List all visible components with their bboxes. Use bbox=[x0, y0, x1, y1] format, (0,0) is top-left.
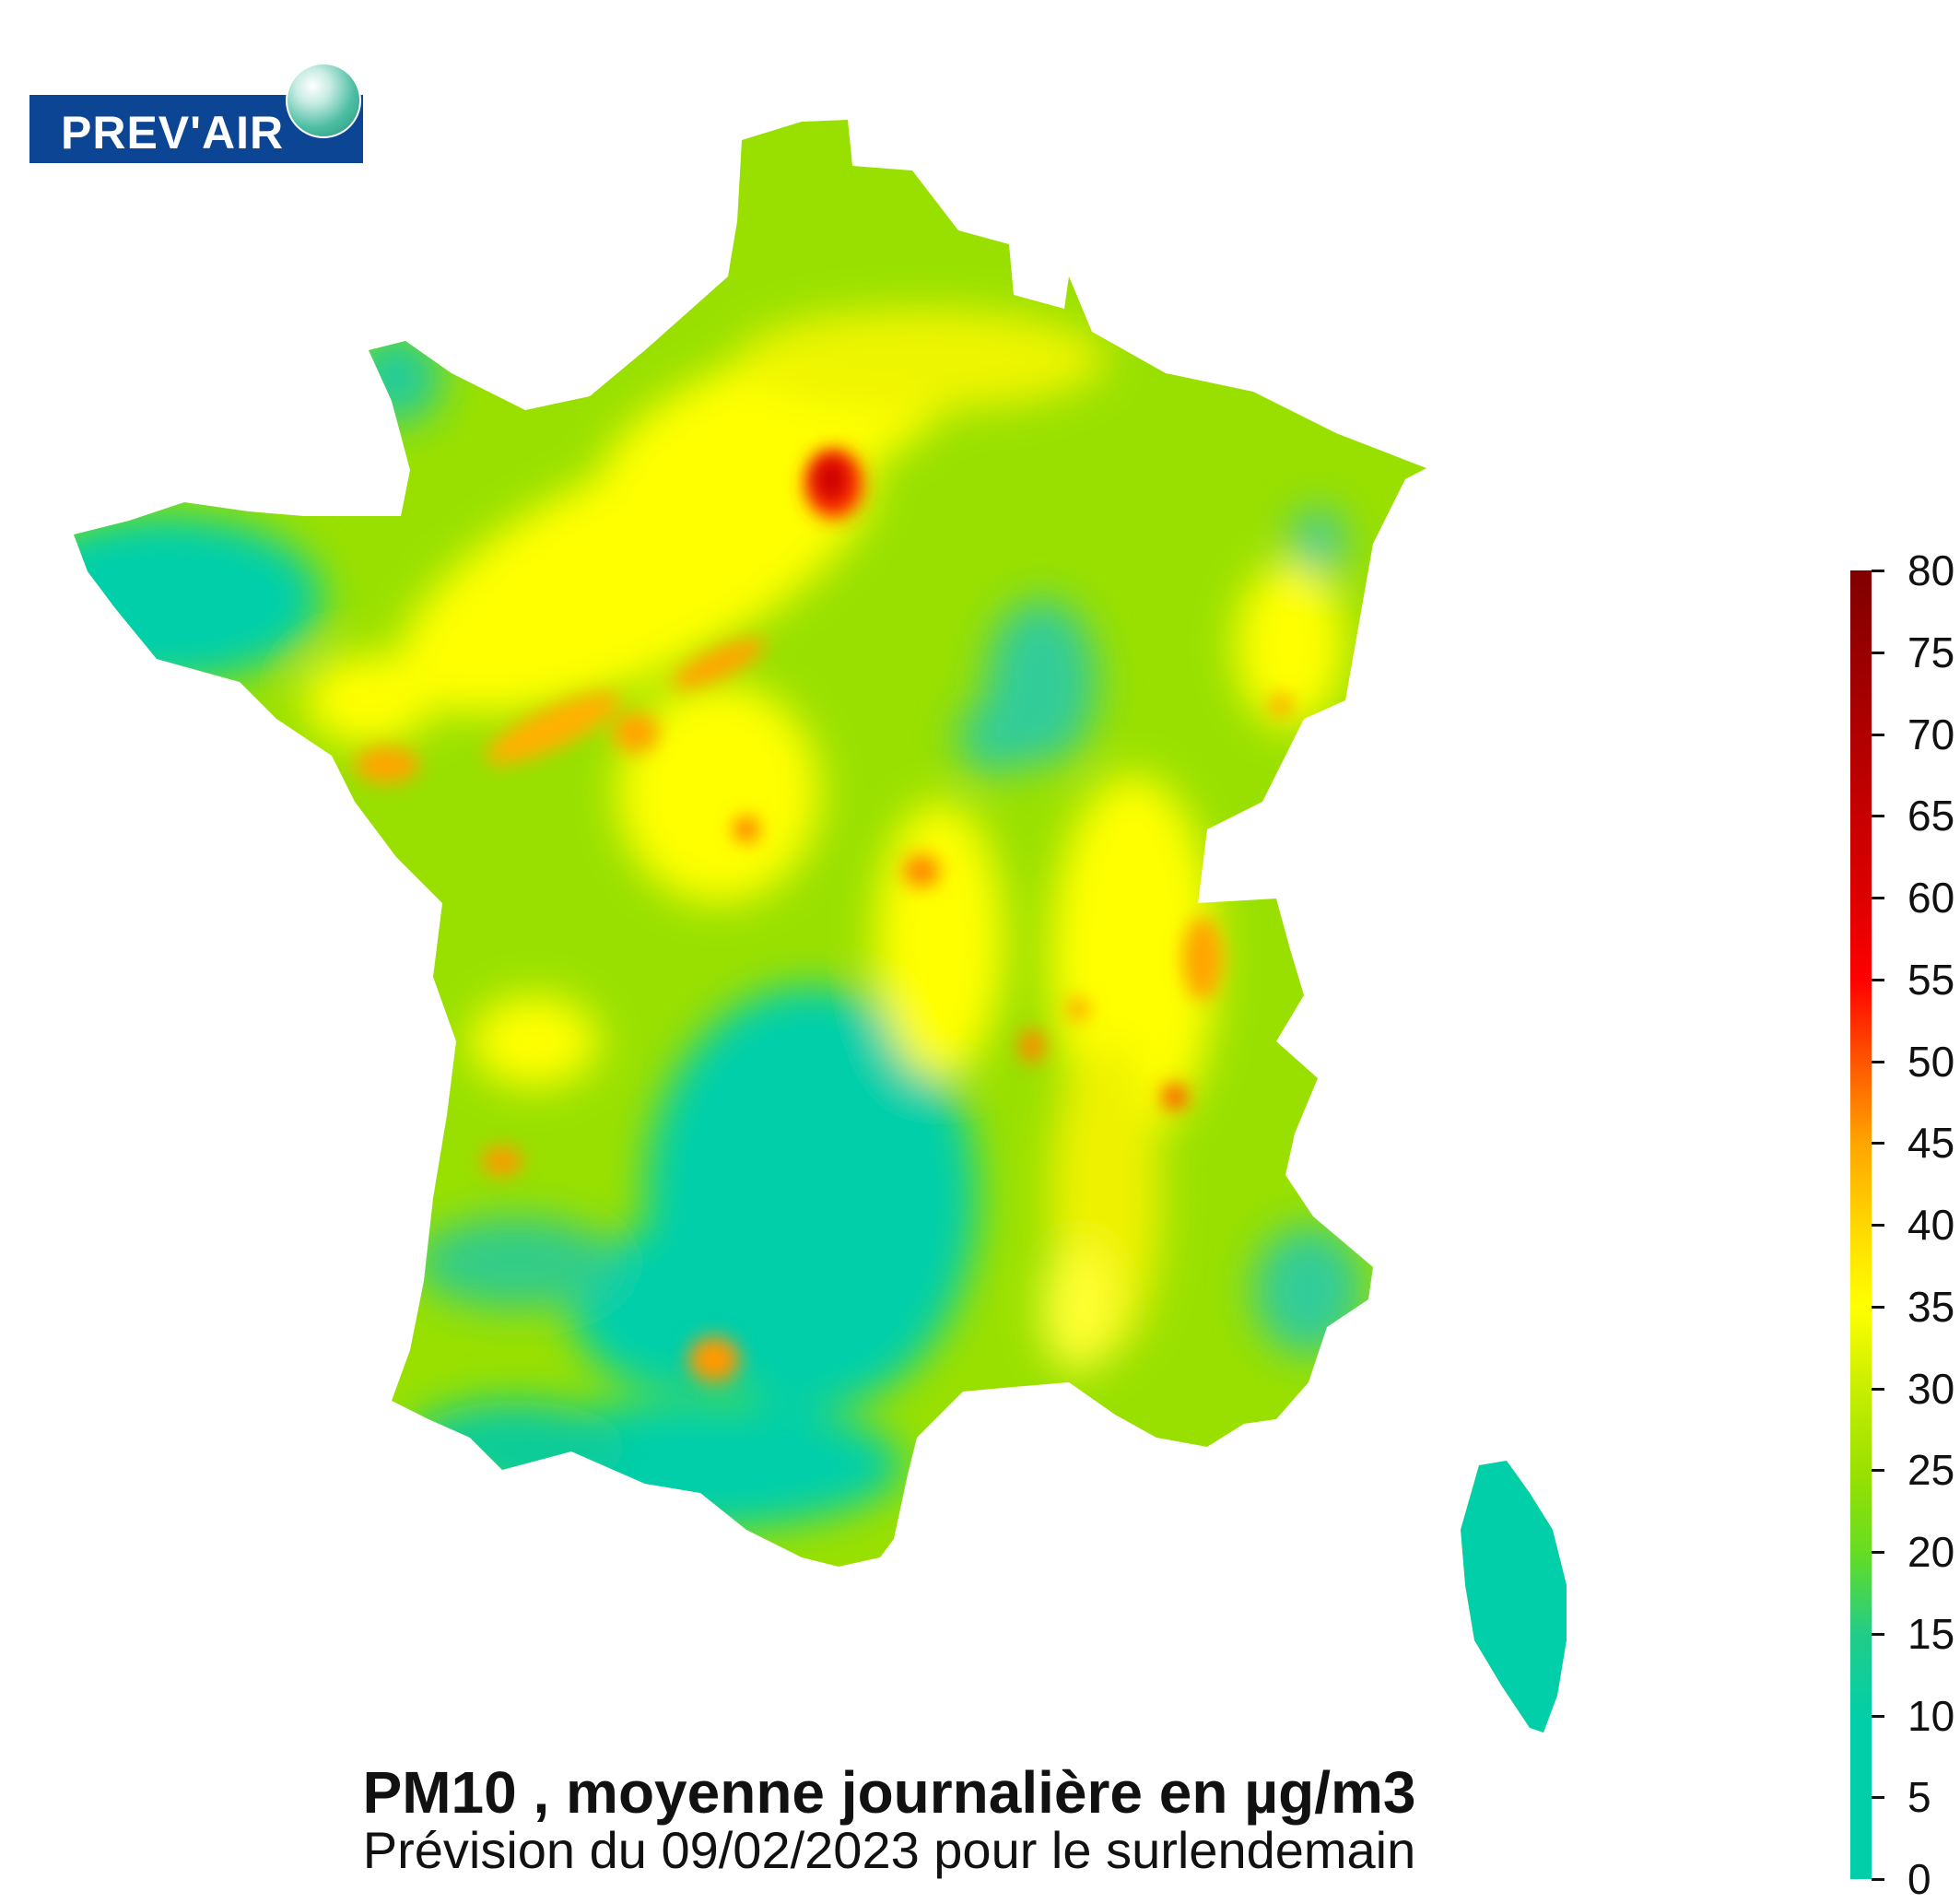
logo-text: PREV'AIR bbox=[61, 107, 285, 159]
colorbar-tick-label: 30 bbox=[1907, 1364, 1955, 1413]
colorbar-tick bbox=[1872, 1469, 1884, 1473]
colorbar-tick-label: 40 bbox=[1907, 1201, 1955, 1249]
colorbar-tick-label: 10 bbox=[1907, 1691, 1955, 1740]
colorbar-tick bbox=[1872, 1878, 1884, 1881]
colorbar bbox=[1850, 570, 1872, 1879]
colorbar-tick bbox=[1872, 897, 1884, 899]
colorbar-tick bbox=[1872, 733, 1884, 736]
colorbar-tick-label: 35 bbox=[1907, 1282, 1955, 1331]
colorbar-tick bbox=[1872, 815, 1884, 818]
colorbar-tick bbox=[1872, 1796, 1884, 1800]
colorbar-tick-label: 15 bbox=[1907, 1609, 1955, 1658]
colorbar-tick-label: 50 bbox=[1907, 1037, 1955, 1086]
colorbar-tick bbox=[1872, 978, 1884, 981]
colorbar-tick-label: 5 bbox=[1907, 1773, 1931, 1822]
colorbar-tick bbox=[1872, 1224, 1884, 1227]
colorbar-tick bbox=[1872, 1551, 1884, 1554]
colorbar-tick-label: 65 bbox=[1907, 792, 1955, 840]
colorbar-tick bbox=[1872, 1714, 1884, 1718]
colorbar-tick bbox=[1872, 570, 1884, 572]
colorbar-tick-label: 75 bbox=[1907, 628, 1955, 676]
colorbar-tick bbox=[1872, 1632, 1884, 1636]
colorbar-tick bbox=[1872, 1387, 1884, 1391]
colorbar-tick bbox=[1872, 1060, 1884, 1063]
colorbar-tick-label: 20 bbox=[1907, 1528, 1955, 1576]
colorbar-tick-label: 60 bbox=[1907, 874, 1955, 922]
colorbar-tick-label: 55 bbox=[1907, 955, 1955, 1004]
globe-icon bbox=[286, 63, 361, 138]
map-subtitle: Prévision du 09/02/2023 pour le surlende… bbox=[362, 1821, 1416, 1879]
map-title: PM10 , moyenne journalière en µg/m3 bbox=[362, 1759, 1416, 1826]
colorbar-tick bbox=[1872, 1142, 1884, 1145]
colorbar-tick bbox=[1872, 651, 1884, 654]
prevair-logo: PREV'AIR bbox=[29, 63, 363, 163]
colorbar-tick-label: 25 bbox=[1907, 1446, 1955, 1495]
colorbar-tick-label: 0 bbox=[1907, 1855, 1931, 1903]
colorbar-tick-label: 45 bbox=[1907, 1119, 1955, 1168]
colorbar-tick-label: 70 bbox=[1907, 710, 1955, 758]
colorbar-tick bbox=[1872, 1305, 1884, 1309]
colorbar-tick-label: 80 bbox=[1907, 546, 1955, 594]
